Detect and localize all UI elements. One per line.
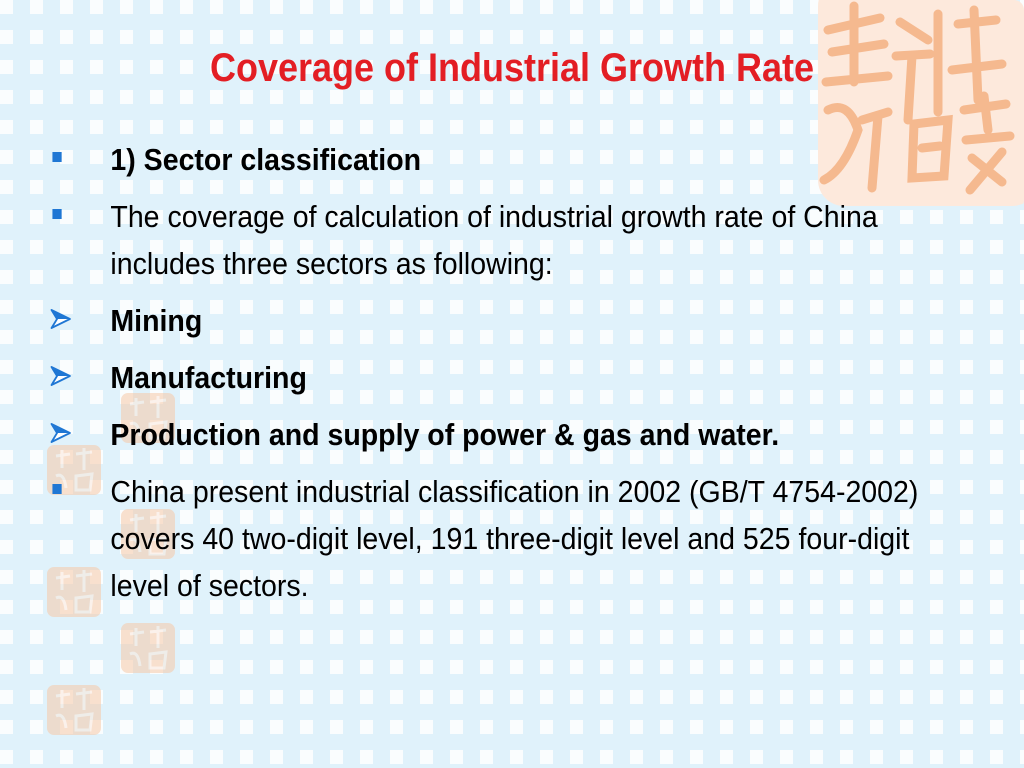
seal-stamp-icon bbox=[818, 0, 1024, 206]
bullet-item: China present industrial classification … bbox=[46, 468, 918, 609]
bullet-item: 1) Sector classification bbox=[46, 136, 892, 183]
slide-title: Coverage of Industrial Growth Rate bbox=[209, 46, 815, 90]
seal-stamp-icon bbox=[121, 393, 175, 443]
arrow-bullet-icon bbox=[50, 411, 78, 458]
seal-stamp-icon bbox=[47, 445, 101, 495]
seal-stamp-icon bbox=[121, 509, 175, 559]
bullet-text: Production and supply of power & gas and… bbox=[110, 417, 780, 452]
bullet-text: Manufacturing bbox=[110, 360, 307, 395]
bullet-item: Mining bbox=[46, 297, 892, 344]
arrow-bullet-icon bbox=[50, 297, 78, 344]
square-bullet-icon bbox=[50, 136, 78, 183]
arrow-bullet-icon bbox=[50, 354, 78, 401]
bullet-text: 1) Sector classification bbox=[110, 142, 422, 177]
square-bullet-icon bbox=[50, 193, 78, 240]
bullet-text: Mining bbox=[110, 303, 203, 338]
bullet-text: The coverage of calculation of industria… bbox=[110, 199, 878, 281]
square-bullet-icon bbox=[50, 468, 78, 515]
bullet-text: China present industrial classification … bbox=[110, 474, 919, 603]
seal-stamp-icon bbox=[47, 685, 101, 735]
seal-stamp-icon bbox=[121, 623, 175, 673]
bullet-item: Production and supply of power & gas and… bbox=[46, 411, 892, 458]
bullet-list: 1) Sector classification The coverage of… bbox=[46, 136, 966, 619]
bullet-item: Manufacturing bbox=[46, 354, 892, 401]
bullet-item: The coverage of calculation of industria… bbox=[46, 193, 892, 287]
seal-stamp-icon bbox=[47, 567, 101, 617]
